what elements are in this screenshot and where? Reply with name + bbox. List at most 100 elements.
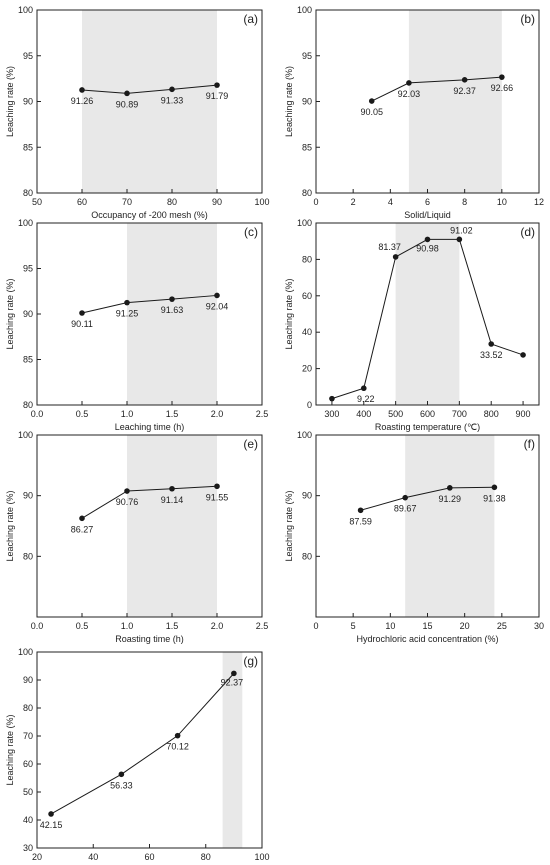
y-axis-title: Leaching rate (%) [284,490,294,561]
x-tick-label: 10 [497,197,507,207]
shaded-region [82,10,217,193]
y-tick-label: 90 [23,309,33,319]
data-label: 92.66 [491,83,514,93]
x-axis-title: Leaching time (h) [115,422,185,432]
x-axis-title: Roasting time (h) [115,634,184,644]
shaded-region [408,10,502,193]
x-tick-label: 500 [388,409,403,419]
y-tick-label: 85 [23,355,33,365]
data-point [79,515,85,522]
x-axis-title: Solid/Liquid [404,210,451,220]
panel-label: (g) [243,654,258,668]
x-tick-label: 90 [212,197,222,207]
data-point [118,771,125,778]
y-tick-label: 95 [23,51,33,61]
x-tick-label: 1.0 [121,409,134,419]
x-tick-label: 60 [77,197,87,207]
x-tick-label: 0 [313,621,318,631]
series-line [371,76,502,102]
y-axis-title: Leaching rate (%) [284,278,294,349]
y-tick-label: 100 [18,218,33,228]
data-point [424,236,431,243]
x-tick-label: 30 [534,621,544,631]
x-tick-label: 2.5 [256,621,269,631]
y-tick-label: 40 [23,815,33,825]
x-tick-label: 20 [460,621,470,631]
x-axis-title: Occupancy of -200 mesh (%) [91,210,208,220]
panel-label: (d) [520,225,535,239]
data-point [402,494,409,501]
y-tick-label: 100 [18,647,33,657]
x-tick-label: 1.0 [121,621,134,631]
x-tick-label: 80 [167,197,177,207]
y-tick-label: 90 [302,491,312,501]
y-axis-title: Leaching rate (%) [5,278,15,349]
data-label: 91.55 [206,492,229,502]
y-tick-label: 0 [307,400,312,410]
x-tick-label: 600 [420,409,435,419]
x-tick-label: 15 [422,621,432,631]
shaded-region [405,435,495,617]
chart-panel-5: 0.0 0.5 1.0 1.5 2.0 2.5 80 90 100 Roasting time (… [5,430,268,644]
series-line [360,486,495,511]
y-tick-label: 95 [23,264,33,274]
data-point [214,82,220,88]
y-tick-label: 40 [302,327,312,337]
shaded-region [127,223,217,405]
y-tick-label: 80 [23,188,33,198]
data-point [48,811,54,817]
y-tick-label: 80 [23,551,33,561]
x-tick-label: 900 [516,409,531,419]
chart-panel-2: 0 2 4 6 8 10 12 80 85 90 95 100 Solid/Liquid Leaching… [284,5,544,220]
data-label: 90.89 [116,99,139,109]
x-tick-label: 4 [388,197,393,207]
data-label: 87.59 [349,516,372,526]
data-point [357,507,364,514]
data-point [360,385,367,392]
x-tick-label: 12 [534,197,544,207]
y-tick-label: 90 [23,491,33,501]
y-axis-title: Leaching rate (%) [5,714,15,785]
data-label: 89.67 [394,504,417,514]
y-tick-label: 100 [18,430,33,440]
x-tick-label: 80 [201,852,211,862]
data-point [79,87,85,93]
x-tick-label: 25 [497,621,507,631]
data-point [447,485,453,491]
shaded-region [222,652,243,848]
data-point [169,296,175,302]
chart-panel-6: 0 5 10 15 20 25 30 80 90 100 Hydrochloric acid con… [284,430,544,644]
y-tick-label: 100 [297,430,312,440]
x-tick-label: 8 [462,197,467,207]
y-tick-label: 90 [23,675,33,685]
data-point [214,292,220,299]
y-tick-label: 80 [302,188,312,198]
data-label: 91.33 [161,95,184,105]
shaded-region [395,223,460,405]
data-label: 81.37 [378,242,401,252]
chart-panel-4: 300 400 500 600 700 800 900 0 20 40 60 80 100 Roastin… [284,218,540,432]
y-tick-label: 50 [23,787,33,797]
panel-label: (a) [243,12,258,26]
data-label: 91.79 [206,91,229,101]
panel-label: (e) [243,437,258,451]
panel-label: (f) [524,437,535,451]
x-tick-label: 2.0 [211,621,224,631]
data-point [491,484,498,491]
x-tick-label: 20 [32,852,42,862]
x-tick-label: 0.0 [31,409,44,419]
series-line [81,485,218,519]
series-line [81,84,218,94]
data-label: 92.37 [221,677,244,687]
panel-label: (b) [520,12,535,26]
x-tick-label: 70 [122,197,132,207]
data-point [461,77,468,83]
data-point [368,98,375,104]
data-label: 91.63 [161,305,184,315]
x-tick-label: 100 [254,197,269,207]
series-line [81,294,218,314]
data-label: 90.76 [116,497,139,507]
x-tick-label: 0.5 [76,409,89,419]
data-point [124,299,130,306]
